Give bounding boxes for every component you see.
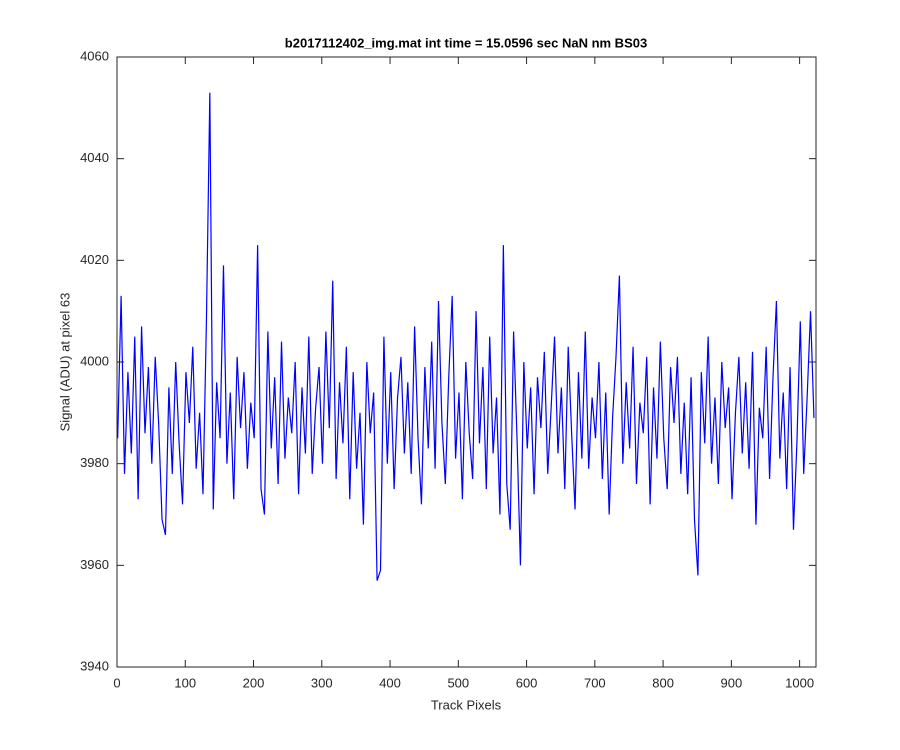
x-tick-label: 100	[174, 675, 196, 690]
x-axis-label: Track Pixels	[431, 697, 502, 712]
x-tick-label: 300	[311, 675, 333, 690]
x-tick-label: 700	[584, 675, 606, 690]
x-tick-label: 900	[721, 675, 743, 690]
x-tick-label: 500	[447, 675, 469, 690]
y-tick-label: 4000	[80, 353, 109, 368]
y-tick-label: 4040	[80, 150, 109, 165]
chart-title: b2017112402_img.mat int time = 15.0596 s…	[285, 35, 647, 50]
x-tick-label: 200	[243, 675, 265, 690]
y-tick-label: 3960	[80, 557, 109, 572]
x-tick-label: 600	[516, 675, 538, 690]
x-tick-label: 0	[113, 675, 120, 690]
x-tick-label: 1000	[785, 675, 814, 690]
y-axis-label: Signal (ADU) at pixel 63	[57, 293, 72, 432]
x-tick-label: 800	[652, 675, 674, 690]
y-tick-label: 3980	[80, 455, 109, 470]
y-tick-label: 3940	[80, 658, 109, 673]
y-tick-label: 4020	[80, 252, 109, 267]
x-tick-label: 400	[379, 675, 401, 690]
data-line	[117, 92, 815, 581]
y-tick-label: 4060	[80, 48, 109, 63]
